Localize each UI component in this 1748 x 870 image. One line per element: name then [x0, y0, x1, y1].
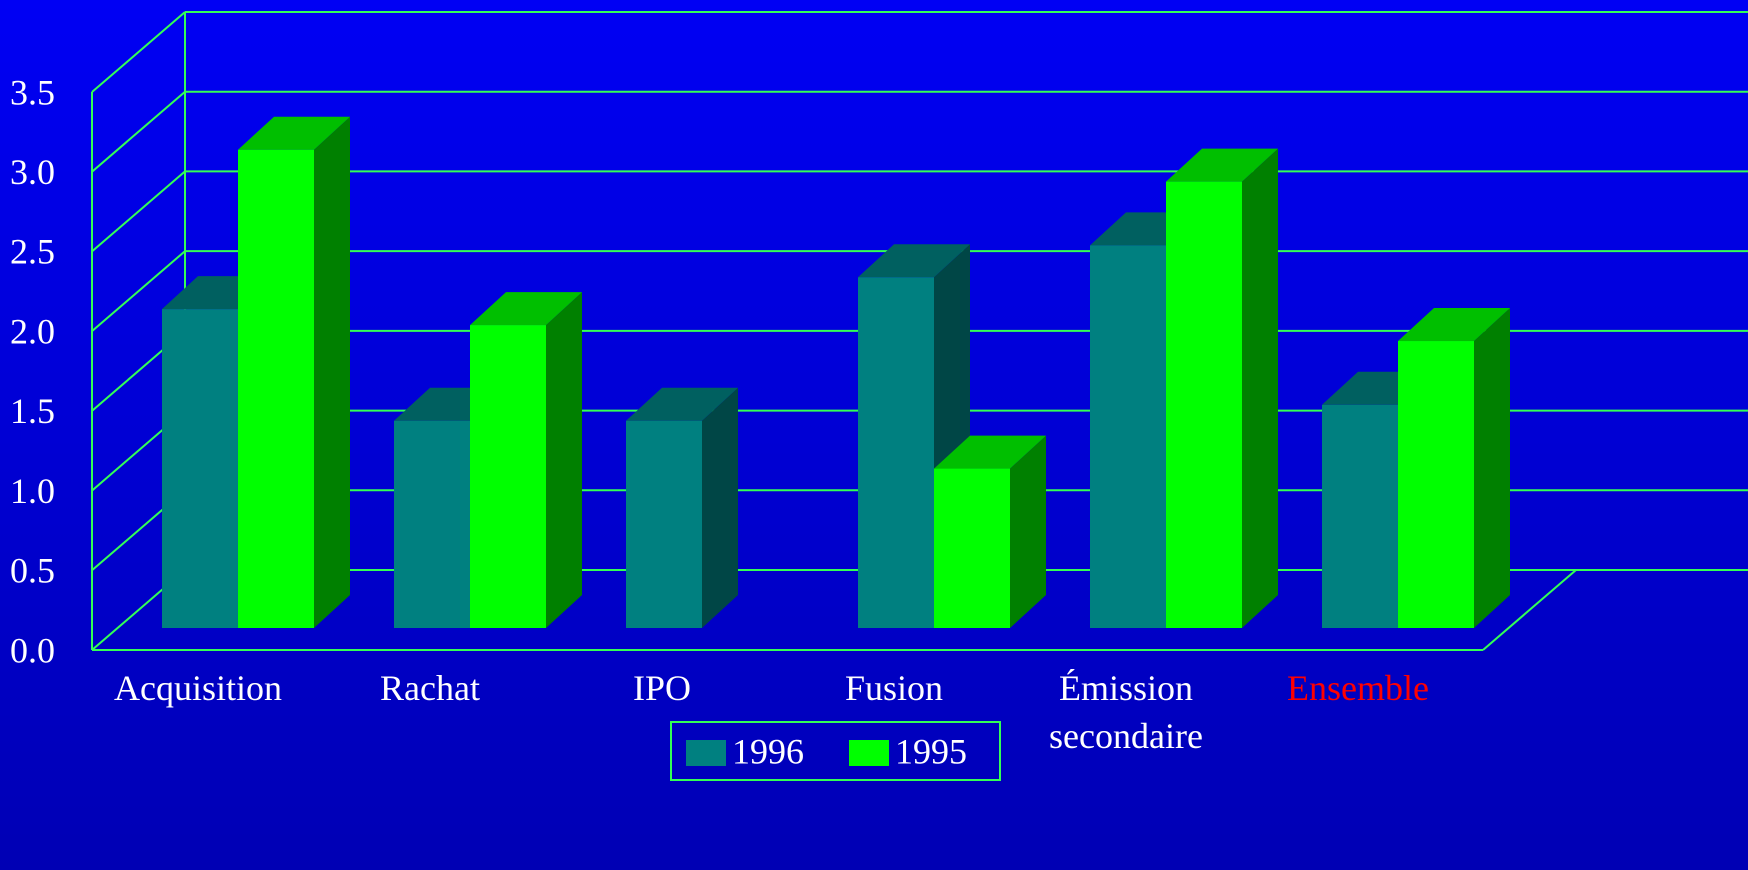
- x-tick-label: Émission secondaire: [1049, 668, 1203, 756]
- bar-top: [934, 435, 1046, 469]
- y-tick-label: 2.0: [10, 311, 55, 351]
- grid-line-side: [91, 90, 186, 173]
- grid-line-side: [91, 250, 186, 332]
- legend: 1996 1995: [670, 721, 1001, 781]
- bar-top: [626, 387, 738, 421]
- floor-right: [1482, 569, 1577, 651]
- legend-box: [670, 721, 1001, 781]
- bar-front: [394, 420, 470, 628]
- bar-front: [858, 277, 934, 628]
- bar-front: [470, 325, 546, 628]
- bar-top: [1398, 308, 1510, 342]
- y-tick-label: 0.0: [10, 630, 55, 670]
- bar-side: [1010, 435, 1046, 628]
- bar-front: [162, 309, 238, 628]
- bar: [1166, 148, 1278, 628]
- x-tick-label: Fusion: [844, 668, 944, 708]
- bar-front: [1166, 181, 1242, 628]
- bar-front: [1322, 404, 1398, 628]
- bar: [626, 387, 738, 628]
- bar-side: [1242, 148, 1278, 628]
- grid-line: [91, 90, 1748, 173]
- x-tick-label: Ensemble: [1287, 668, 1429, 708]
- grid-line: [91, 170, 1748, 253]
- bar-side: [1474, 308, 1510, 628]
- bar-top: [470, 292, 582, 326]
- x-tick-label: Acquisition: [114, 668, 282, 708]
- grid-line-side: [91, 170, 186, 253]
- y-tick-label: 3.0: [10, 152, 55, 192]
- y-tick-label: 2.5: [10, 232, 55, 272]
- bar-top: [1166, 148, 1278, 182]
- bar-top: [238, 116, 350, 150]
- legend-label: 1995: [895, 731, 967, 771]
- bar-top: [858, 244, 970, 278]
- grid-line: [91, 11, 1748, 93]
- y-tick-label: 0.5: [10, 551, 55, 591]
- bar: [238, 116, 350, 628]
- bar: [1398, 308, 1510, 628]
- bar-front: [626, 420, 702, 628]
- bar: [934, 435, 1046, 628]
- y-tick-label: 3.5: [10, 72, 55, 112]
- x-tick-label: Rachat: [380, 668, 480, 708]
- grid-line-side: [91, 11, 186, 93]
- legend-label: 1996: [732, 731, 804, 771]
- y-tick-label: 1.5: [10, 391, 55, 431]
- legend-swatch: [849, 740, 889, 766]
- legend-swatch: [686, 740, 726, 766]
- bar-side: [702, 387, 738, 628]
- bar-side: [546, 292, 582, 628]
- bar-front: [1090, 245, 1166, 628]
- bar-side: [314, 116, 350, 628]
- bar-front: [1398, 341, 1474, 628]
- bar-front: [238, 149, 314, 628]
- y-tick-label: 1.0: [10, 471, 55, 511]
- bar-front: [934, 468, 1010, 628]
- bar: [470, 292, 582, 628]
- x-tick-label: IPO: [632, 668, 691, 708]
